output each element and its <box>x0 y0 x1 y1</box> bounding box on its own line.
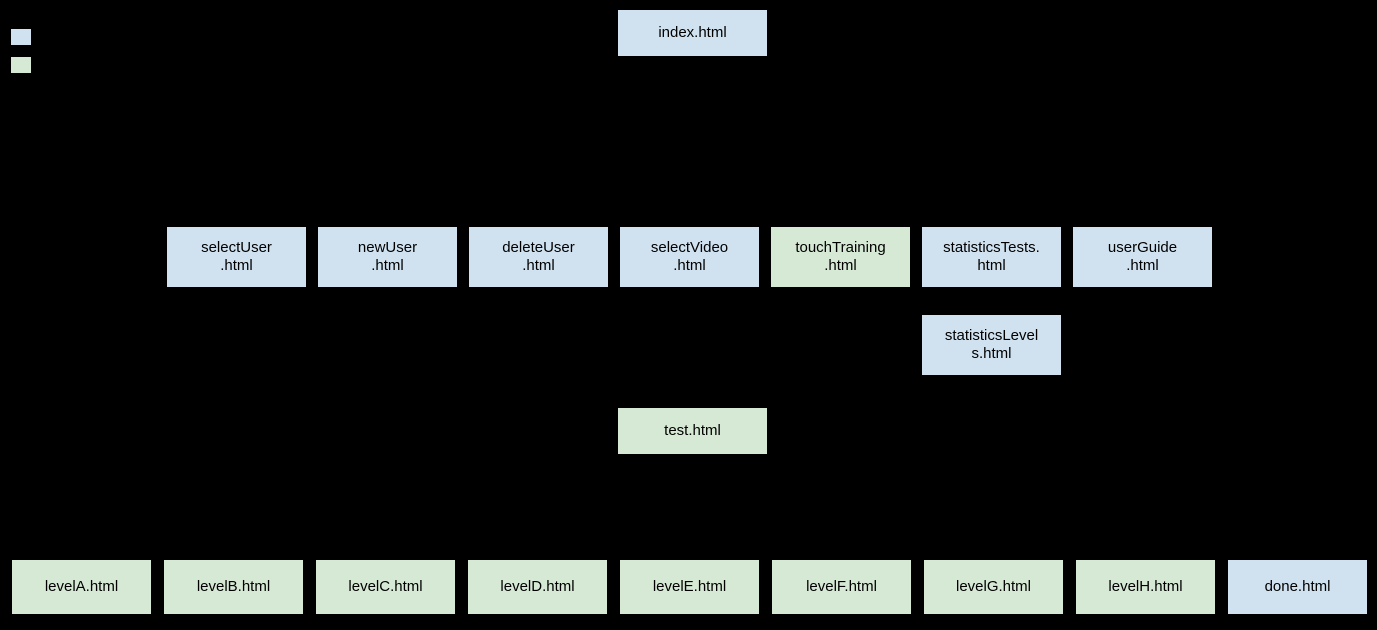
node-levelG: levelG.html <box>923 559 1064 615</box>
node-statsTests: statisticsTests.html <box>921 226 1062 288</box>
node-levelC: levelC.html <box>315 559 456 615</box>
node-test: test.html <box>617 407 768 455</box>
edge-layer <box>0 0 1377 630</box>
node-levelE: levelE.html <box>619 559 760 615</box>
node-newUser: newUser.html <box>317 226 458 288</box>
node-levelH: levelH.html <box>1075 559 1216 615</box>
node-levelA: levelA.html <box>11 559 152 615</box>
node-selectVideo: selectVideo.html <box>619 226 760 288</box>
node-touchTraining: touchTraining.html <box>770 226 911 288</box>
node-deleteUser: deleteUser.html <box>468 226 609 288</box>
legend-swatch-0 <box>10 28 32 46</box>
node-done: done.html <box>1227 559 1368 615</box>
node-index: index.html <box>617 9 768 57</box>
node-levelF: levelF.html <box>771 559 912 615</box>
node-levelD: levelD.html <box>467 559 608 615</box>
node-userGuide: userGuide.html <box>1072 226 1213 288</box>
node-levelB: levelB.html <box>163 559 304 615</box>
legend-swatch-1 <box>10 56 32 74</box>
node-selectUser: selectUser.html <box>166 226 307 288</box>
node-statsLevels: statisticsLevels.html <box>921 314 1062 376</box>
